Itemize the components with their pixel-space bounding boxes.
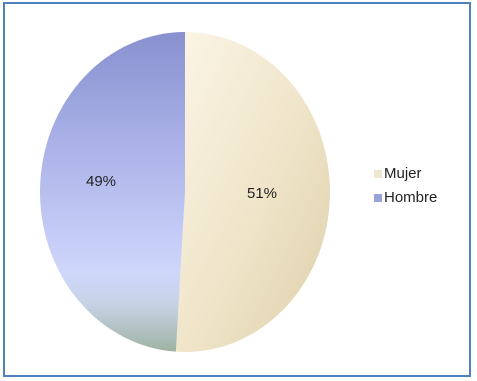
legend-item-hombre: Hombre [374, 186, 437, 210]
legend-swatch-hombre [374, 194, 382, 202]
chart-legend: Mujer Hombre [374, 162, 437, 210]
legend-label-hombre: Hombre [384, 189, 438, 206]
data-label-mujer: 51% [247, 185, 277, 202]
pie-slice-hombre [40, 32, 185, 352]
legend-item-mujer: Mujer [374, 162, 437, 186]
pie-slice-mujer [175, 32, 331, 353]
legend-label-mujer: Mujer [384, 165, 422, 182]
legend-swatch-mujer [374, 170, 382, 178]
data-label-hombre: 49% [86, 173, 116, 190]
